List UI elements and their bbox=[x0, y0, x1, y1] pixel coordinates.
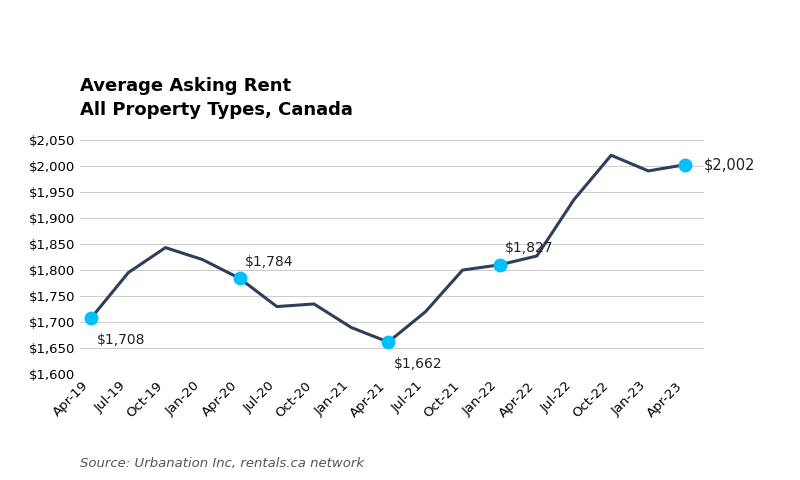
Text: $1,827: $1,827 bbox=[506, 241, 554, 255]
Text: $2,002: $2,002 bbox=[704, 157, 755, 172]
Text: $1,784: $1,784 bbox=[246, 255, 294, 269]
Text: Average Asking Rent
All Property Types, Canada: Average Asking Rent All Property Types, … bbox=[80, 77, 353, 119]
Text: $1,662: $1,662 bbox=[394, 357, 442, 371]
Text: Source: Urbanation Inc, rentals.ca network: Source: Urbanation Inc, rentals.ca netwo… bbox=[80, 457, 364, 470]
Text: $1,708: $1,708 bbox=[97, 333, 146, 347]
